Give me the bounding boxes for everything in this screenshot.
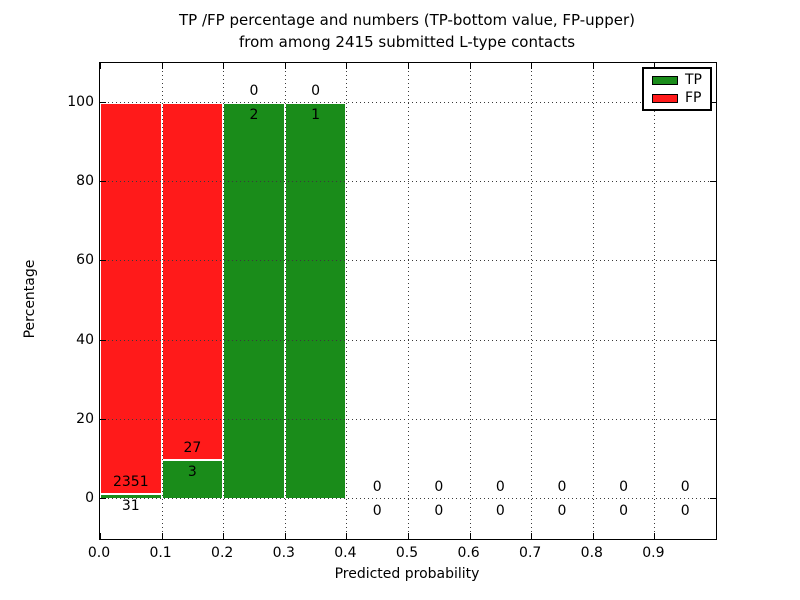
y-tickmark-left — [100, 339, 106, 341]
x-tick-label: 0.8 — [580, 545, 603, 561]
chart-title-line2: from among 2415 submitted L-type contact… — [238, 33, 576, 51]
fp-bar-segment — [100, 102, 162, 495]
y-tickmark-right — [710, 101, 716, 103]
y-tickmark-right — [710, 339, 716, 341]
x-tickmark-top — [531, 63, 533, 69]
x-tickmark-top — [469, 63, 471, 69]
x-tickmark-bottom — [284, 533, 286, 539]
x-tick-label: 0.1 — [149, 545, 172, 561]
y-tick-label: 40 — [76, 331, 94, 348]
tp-count-label: 2 — [249, 106, 259, 123]
x-gridline — [469, 63, 471, 539]
fp-count-label: 0 — [434, 479, 444, 496]
x-tickmark-bottom — [100, 533, 101, 539]
fp-count-label: 27 — [183, 439, 202, 456]
x-gridline — [284, 63, 286, 539]
y-tick-label: 100 — [67, 93, 94, 110]
x-tickmark-top — [100, 63, 101, 69]
y-tickmark-left — [100, 419, 106, 420]
fp-count-label: 0 — [249, 82, 259, 99]
chart-title-line1: TP /FP percentage and numbers (TP-bottom… — [179, 11, 635, 29]
plot-area: TP FP 2351 31 27 3 0 2 0 1 0 0 0 0 0 0 0 0 0 0 0 0 — [99, 62, 717, 540]
tp-count-label: 0 — [372, 503, 382, 520]
fp-count-label: 0 — [557, 479, 567, 496]
fp-bar-segment — [161, 102, 224, 460]
x-tick-label: 0.2 — [211, 545, 234, 561]
y-tick-label: 80 — [76, 173, 94, 189]
x-tick-label: 0.0 — [87, 545, 111, 561]
x-tickmark-top — [592, 63, 594, 69]
tp-count-label: 0 — [495, 503, 505, 520]
y-tickmark-right — [710, 181, 716, 182]
x-tickmark-top — [346, 63, 348, 69]
fp-count-label: 0 — [680, 479, 690, 496]
x-tickmark-top — [161, 63, 163, 69]
x-tickmark-bottom — [223, 533, 225, 539]
x-gridline — [531, 63, 533, 539]
x-tickmark-bottom — [592, 533, 594, 539]
chart-title: TP /FP percentage and numbers (TP-bottom… — [7, 9, 800, 53]
x-tickmark-bottom — [469, 533, 471, 539]
x-tickmark-bottom — [531, 533, 533, 539]
y-tickmark-left — [100, 181, 106, 182]
x-tickmark-top — [408, 63, 409, 69]
fp-count-label: 0 — [495, 479, 505, 496]
legend-item-tp: TP — [644, 72, 710, 88]
x-tickmark-top — [654, 63, 656, 69]
y-tick-label: 0 — [85, 490, 94, 507]
x-gridline — [408, 63, 409, 539]
x-tick-label: 0.4 — [334, 545, 357, 561]
y-tickmark-left — [100, 260, 106, 262]
legend-label-tp: TP — [685, 72, 702, 88]
x-gridline — [346, 63, 348, 539]
y-tick-label: 60 — [76, 252, 94, 269]
legend-item-fp: FP — [644, 90, 710, 106]
y-axis-title: Percentage — [22, 259, 38, 339]
y-tickmark-right — [710, 260, 716, 262]
tp-bar-segment — [284, 102, 347, 500]
x-tick-label: 0.5 — [395, 545, 419, 561]
x-tickmark-top — [284, 63, 286, 69]
fp-count-label: 0 — [372, 479, 382, 496]
fp-color-swatch — [652, 93, 678, 103]
y-tickmark-left — [100, 101, 106, 103]
x-tickmark-top — [223, 63, 225, 69]
tp-count-label: 0 — [680, 503, 690, 520]
x-tick-label: 0.7 — [519, 545, 542, 561]
x-tick-label: 0.6 — [457, 545, 480, 561]
x-axis-title: Predicted probability — [334, 566, 480, 582]
legend: TP FP — [642, 67, 712, 111]
x-gridline — [592, 63, 594, 539]
x-tickmark-bottom — [408, 533, 409, 539]
y-tickmark-right — [710, 419, 716, 420]
fp-count-label: 0 — [619, 479, 629, 496]
fp-count-label: 0 — [311, 82, 321, 99]
tp-bar-segment — [223, 102, 285, 500]
tp-count-label: 0 — [619, 503, 629, 520]
tp-count-label: 1 — [311, 106, 321, 123]
x-tick-label: 0.9 — [642, 545, 665, 561]
fp-count-label: 2351 — [112, 474, 149, 491]
legend-label-fp: FP — [685, 90, 702, 106]
x-tickmark-bottom — [654, 533, 656, 539]
tp-count-label: 31 — [121, 498, 140, 515]
y-tick-label: 20 — [76, 411, 94, 427]
tp-count-label: 3 — [187, 463, 197, 480]
x-tickmark-bottom — [161, 533, 163, 539]
tp-count-label: 0 — [434, 503, 444, 520]
tp-count-label: 0 — [557, 503, 567, 520]
x-gridline — [161, 63, 163, 539]
tp-color-swatch — [652, 75, 678, 85]
y-tickmark-left — [100, 498, 106, 500]
x-gridline — [223, 63, 225, 539]
x-gridline — [654, 63, 656, 539]
y-tickmark-right — [710, 498, 716, 500]
x-tick-label: 0.3 — [272, 545, 295, 561]
x-tickmark-bottom — [346, 533, 348, 539]
